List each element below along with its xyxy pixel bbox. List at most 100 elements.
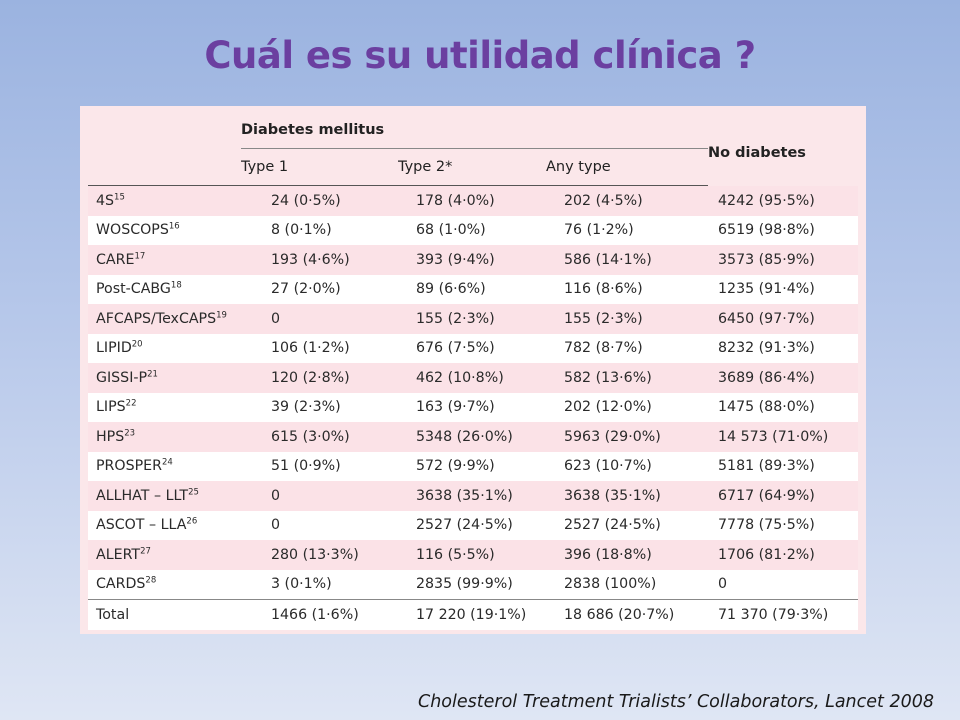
reference-superscript: 26 — [186, 516, 198, 527]
study-name: LIPS — [96, 399, 126, 416]
no-diabetes-cell: 3689 (86·4%) — [708, 363, 859, 393]
any-type-cell: 202 (4·5%) — [546, 185, 709, 216]
table-row: ALERT27 280 (13·3%) 116 (5·5%) 396 (18·8%) 1… — [88, 540, 859, 570]
no-diabetes-cell: 4242 (95·5%) — [708, 185, 859, 216]
any-type-cell: 202 (12·0%) — [546, 392, 709, 422]
study-name-cell: HPS23 — [88, 422, 241, 452]
study-name: GISSI-P — [96, 369, 148, 386]
reference-superscript: 24 — [161, 457, 173, 468]
no-diabetes-cell: 6519 (98·8%) — [708, 215, 859, 245]
type-2-cell: 17 220 (19·1%) — [398, 599, 546, 630]
subheader-type-2: Type 2* — [398, 148, 546, 186]
reference-superscript: 28 — [145, 575, 157, 586]
any-type-cell: 3638 (35·1%) — [546, 481, 709, 511]
study-name-cell: LIPID20 — [88, 333, 241, 363]
table-row: CARDS28 3 (0·1%) 2835 (99·9%) 2838 (100%) 0 — [88, 569, 859, 600]
type-1-cell: 0 — [241, 510, 398, 540]
any-type-cell: 586 (14·1%) — [546, 245, 709, 275]
study-name-cell: Total — [88, 599, 241, 630]
no-diabetes-cell: 5181 (89·3%) — [708, 451, 859, 481]
study-name: 4S — [96, 192, 115, 209]
header-blank-2 — [88, 148, 241, 186]
study-name-cell: GISSI-P21 — [88, 363, 241, 393]
any-type-cell: 582 (13·6%) — [546, 363, 709, 393]
any-type-cell: 116 (8·6%) — [546, 274, 709, 304]
table-row: ALLHAT – LLT25 0 3638 (35·1%) 3638 (35·1%) 6… — [88, 481, 859, 511]
type-1-cell: 0 — [241, 304, 398, 334]
header-blank — [88, 112, 241, 149]
no-diabetes-cell: 3573 (85·9%) — [708, 245, 859, 275]
type-1-cell: 24 (0·5%) — [241, 185, 398, 216]
study-name-cell: CARDS28 — [88, 569, 241, 600]
header-diabetes-mellitus: Diabetes mellitus — [241, 112, 709, 149]
no-diabetes-cell: 6450 (97·7%) — [708, 304, 859, 334]
header-no-diabetes: No diabetes — [708, 144, 806, 161]
table-row-total: Total 1466 (1·6%) 17 220 (19·1%) 18 686 (20… — [88, 599, 859, 630]
type-1-cell: 51 (0·9%) — [241, 451, 398, 481]
reference-superscript: 27 — [140, 546, 151, 557]
study-name: AFCAPS/TexCAPS — [96, 310, 217, 327]
slide-title: Cuál es su utilidad clínica ? — [204, 34, 756, 77]
diabetes-statin-trials-table: Diabetes mellitus No diabetes Type 1 Typ… — [88, 112, 859, 630]
any-type-cell: 782 (8·7%) — [546, 333, 709, 363]
any-type-cell: 2838 (100%) — [546, 569, 709, 600]
type-2-cell: 68 (1·0%) — [398, 215, 546, 245]
type-1-cell: 8 (0·1%) — [241, 215, 398, 245]
type-1-cell: 106 (1·2%) — [241, 333, 398, 363]
type-2-cell: 178 (4·0%) — [398, 185, 546, 216]
study-name-cell: AFCAPS/TexCAPS19 — [88, 304, 241, 334]
type-2-cell: 2835 (99·9%) — [398, 569, 546, 600]
table-body: 4S15 24 (0·5%) 178 (4·0%) 202 (4·5%) 4242 (9… — [88, 185, 859, 630]
table-row: HPS23 615 (3·0%) 5348 (26·0%) 5963 (29·0%) 1… — [88, 422, 859, 452]
table-row: PROSPER24 51 (0·9%) 572 (9·9%) 623 (10·7%) 5… — [88, 451, 859, 481]
reference-superscript: 15 — [114, 192, 125, 203]
type-2-cell: 155 (2·3%) — [398, 304, 546, 334]
study-name-cell: PROSPER24 — [88, 451, 241, 481]
no-diabetes-cell: 8232 (91·3%) — [708, 333, 859, 363]
reference-superscript: 23 — [124, 428, 136, 439]
type-2-cell: 5348 (26·0%) — [398, 422, 546, 452]
study-name: CARDS — [96, 576, 146, 593]
study-name: WOSCOPS — [96, 222, 169, 239]
reference-superscript: 20 — [131, 339, 143, 350]
study-name: HPS — [96, 428, 125, 445]
any-type-cell: 76 (1·2%) — [546, 215, 709, 245]
type-2-cell: 3638 (35·1%) — [398, 481, 546, 511]
no-diabetes-cell: 6717 (64·9%) — [708, 481, 859, 511]
type-2-cell: 676 (7·5%) — [398, 333, 546, 363]
type-2-cell: 163 (9·7%) — [398, 392, 546, 422]
study-name: Post-CABG — [96, 281, 171, 298]
study-name-cell: ALERT27 — [88, 540, 241, 570]
reference-superscript: 22 — [125, 398, 137, 409]
reference-superscript: 25 — [188, 487, 199, 498]
study-name: Total — [96, 606, 130, 623]
no-diabetes-cell: 7778 (75·5%) — [708, 510, 859, 540]
study-name-cell: 4S15 — [88, 185, 241, 216]
table-row: WOSCOPS16 8 (0·1%) 68 (1·0%) 76 (1·2%) 6519 … — [88, 215, 859, 245]
subheader-type-1: Type 1 — [241, 148, 398, 186]
type-2-cell: 572 (9·9%) — [398, 451, 546, 481]
no-diabetes-cell: 1235 (91·4%) — [708, 274, 859, 304]
table-row: ASCOT – LLA26 0 2527 (24·5%) 2527 (24·5%) 77… — [88, 510, 859, 540]
study-name-cell: LIPS22 — [88, 392, 241, 422]
no-diabetes-cell: 1706 (81·2%) — [708, 540, 859, 570]
reference-superscript: 16 — [168, 221, 180, 232]
study-name: ALERT — [96, 546, 141, 563]
any-type-cell: 5963 (29·0%) — [546, 422, 709, 452]
no-diabetes-cell: 1475 (88·0%) — [708, 392, 859, 422]
subheader-any-type: Any type — [546, 148, 709, 186]
table-row: CARE17 193 (4·6%) 393 (9·4%) 586 (14·1%) 357… — [88, 245, 859, 275]
table-row: 4S15 24 (0·5%) 178 (4·0%) 202 (4·5%) 4242 (9… — [88, 185, 859, 216]
study-name: PROSPER — [96, 458, 162, 475]
any-type-cell: 396 (18·8%) — [546, 540, 709, 570]
no-diabetes-cell: 71 370 (79·3%) — [708, 599, 859, 630]
any-type-cell: 18 686 (20·7%) — [546, 599, 709, 630]
citation: Cholesterol Treatment Trialists’ Collabo… — [417, 692, 934, 712]
study-name-cell: WOSCOPS16 — [88, 215, 241, 245]
table-row: AFCAPS/TexCAPS19 0 155 (2·3%) 155 (2·3%) 645… — [88, 304, 859, 334]
reference-superscript: 17 — [134, 251, 146, 262]
table-panel: Diabetes mellitus No diabetes Type 1 Typ… — [80, 106, 866, 634]
reference-superscript: 21 — [147, 369, 158, 380]
type-1-cell: 39 (2·3%) — [241, 392, 398, 422]
type-1-cell: 193 (4·6%) — [241, 245, 398, 275]
